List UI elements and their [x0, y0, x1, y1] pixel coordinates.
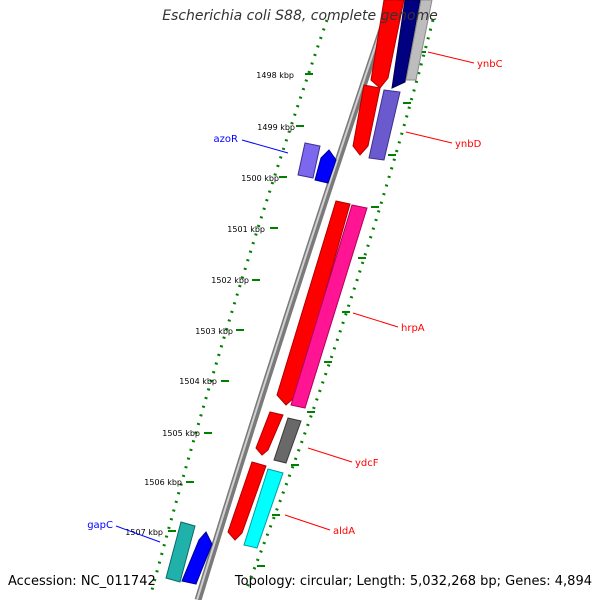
- tick-label: 1498 kbp: [256, 71, 294, 80]
- gene-arrow-teal-gapC: [165, 521, 196, 583]
- gene-arrow-red-ynbD: [352, 84, 381, 156]
- tick-group-1500: 1500 kbp: [241, 174, 287, 183]
- gene-arrow-red-hrpA: [276, 200, 351, 406]
- gene-arrow-navy: [391, 0, 421, 89]
- gene-label-aldA: aldA: [333, 526, 355, 537]
- gene-label-ynbD: ynbD: [455, 139, 482, 150]
- gene-arrow-purple-ynbD: [368, 89, 401, 161]
- tick-group-1498: 1498 kbp: [256, 71, 313, 80]
- outer-ruler-track: [244, 19, 435, 591]
- genome-summary-text: Topology: circular; Length: 5,032,268 bp…: [234, 574, 592, 589]
- tick-label: 1502 kbp: [211, 276, 249, 285]
- callout-line-ynbD: [405, 131, 453, 144]
- tick-group-1505: 1505 kbp: [162, 429, 212, 438]
- callout-line-hrpA: [352, 312, 399, 328]
- tick-group-1507: 1507 kbp: [125, 528, 176, 537]
- callout-line-ynbC: [427, 51, 475, 64]
- gene-arrow-red-ynbC: [370, 0, 405, 89]
- tick-group-1504: 1504 kbp: [179, 377, 229, 386]
- callout-line-azoR: [241, 139, 289, 154]
- tick-label: 1507 kbp: [125, 528, 163, 537]
- tick-label: 1499 kbp: [257, 123, 295, 132]
- gene-label-ydcF: ydcF: [355, 458, 379, 469]
- gene-arrow-blue-gapC: [181, 531, 213, 585]
- gene-arrow-red-ydcF: [255, 411, 284, 456]
- map-title: Escherichia coli S88, complete genome: [162, 8, 438, 24]
- tick-group-1502: 1502 kbp: [211, 276, 260, 285]
- callout-line-gapC: [115, 525, 161, 543]
- accession-text: Accession: NC_011742: [8, 574, 156, 589]
- genome-backbone-highlight: [196, 0, 392, 601]
- gene-label-gapC: gapC: [87, 520, 113, 531]
- tick-label: 1504 kbp: [179, 377, 217, 386]
- tick-group-1506: 1506 kbp: [144, 478, 194, 487]
- gene-arrow-gray: [405, 0, 433, 81]
- gene-label-hrpA: hrpA: [401, 323, 425, 334]
- gene-label-ynbC: ynbC: [477, 59, 503, 70]
- gene-arrow-cyan-aldA: [243, 468, 284, 549]
- gene-arrow-red-aldA: [227, 461, 267, 541]
- tick-group-1503: 1503 kbp: [195, 327, 244, 336]
- callout-line-aldA: [284, 514, 331, 531]
- gene-arrow-gray-ydcF: [273, 417, 302, 464]
- tick-label: 1505 kbp: [162, 429, 200, 438]
- tick-label: 1503 kbp: [195, 327, 233, 336]
- callout-line-ydcF: [307, 447, 353, 463]
- tick-label: 1500 kbp: [241, 174, 279, 183]
- tick-label: 1501 kbp: [227, 225, 265, 234]
- gene-arrow-purple-azoR: [297, 142, 321, 179]
- gene-arrow-pink-hrpA: [290, 204, 368, 409]
- gene-label-azoR: azoR: [214, 134, 238, 145]
- inner-ruler-track: [150, 19, 329, 591]
- gene-arrow-blue-azoR: [314, 149, 337, 184]
- tick-group-1499: 1499 kbp: [257, 123, 304, 132]
- tick-group-1501: 1501 kbp: [227, 225, 278, 234]
- tick-label: 1506 kbp: [144, 478, 182, 487]
